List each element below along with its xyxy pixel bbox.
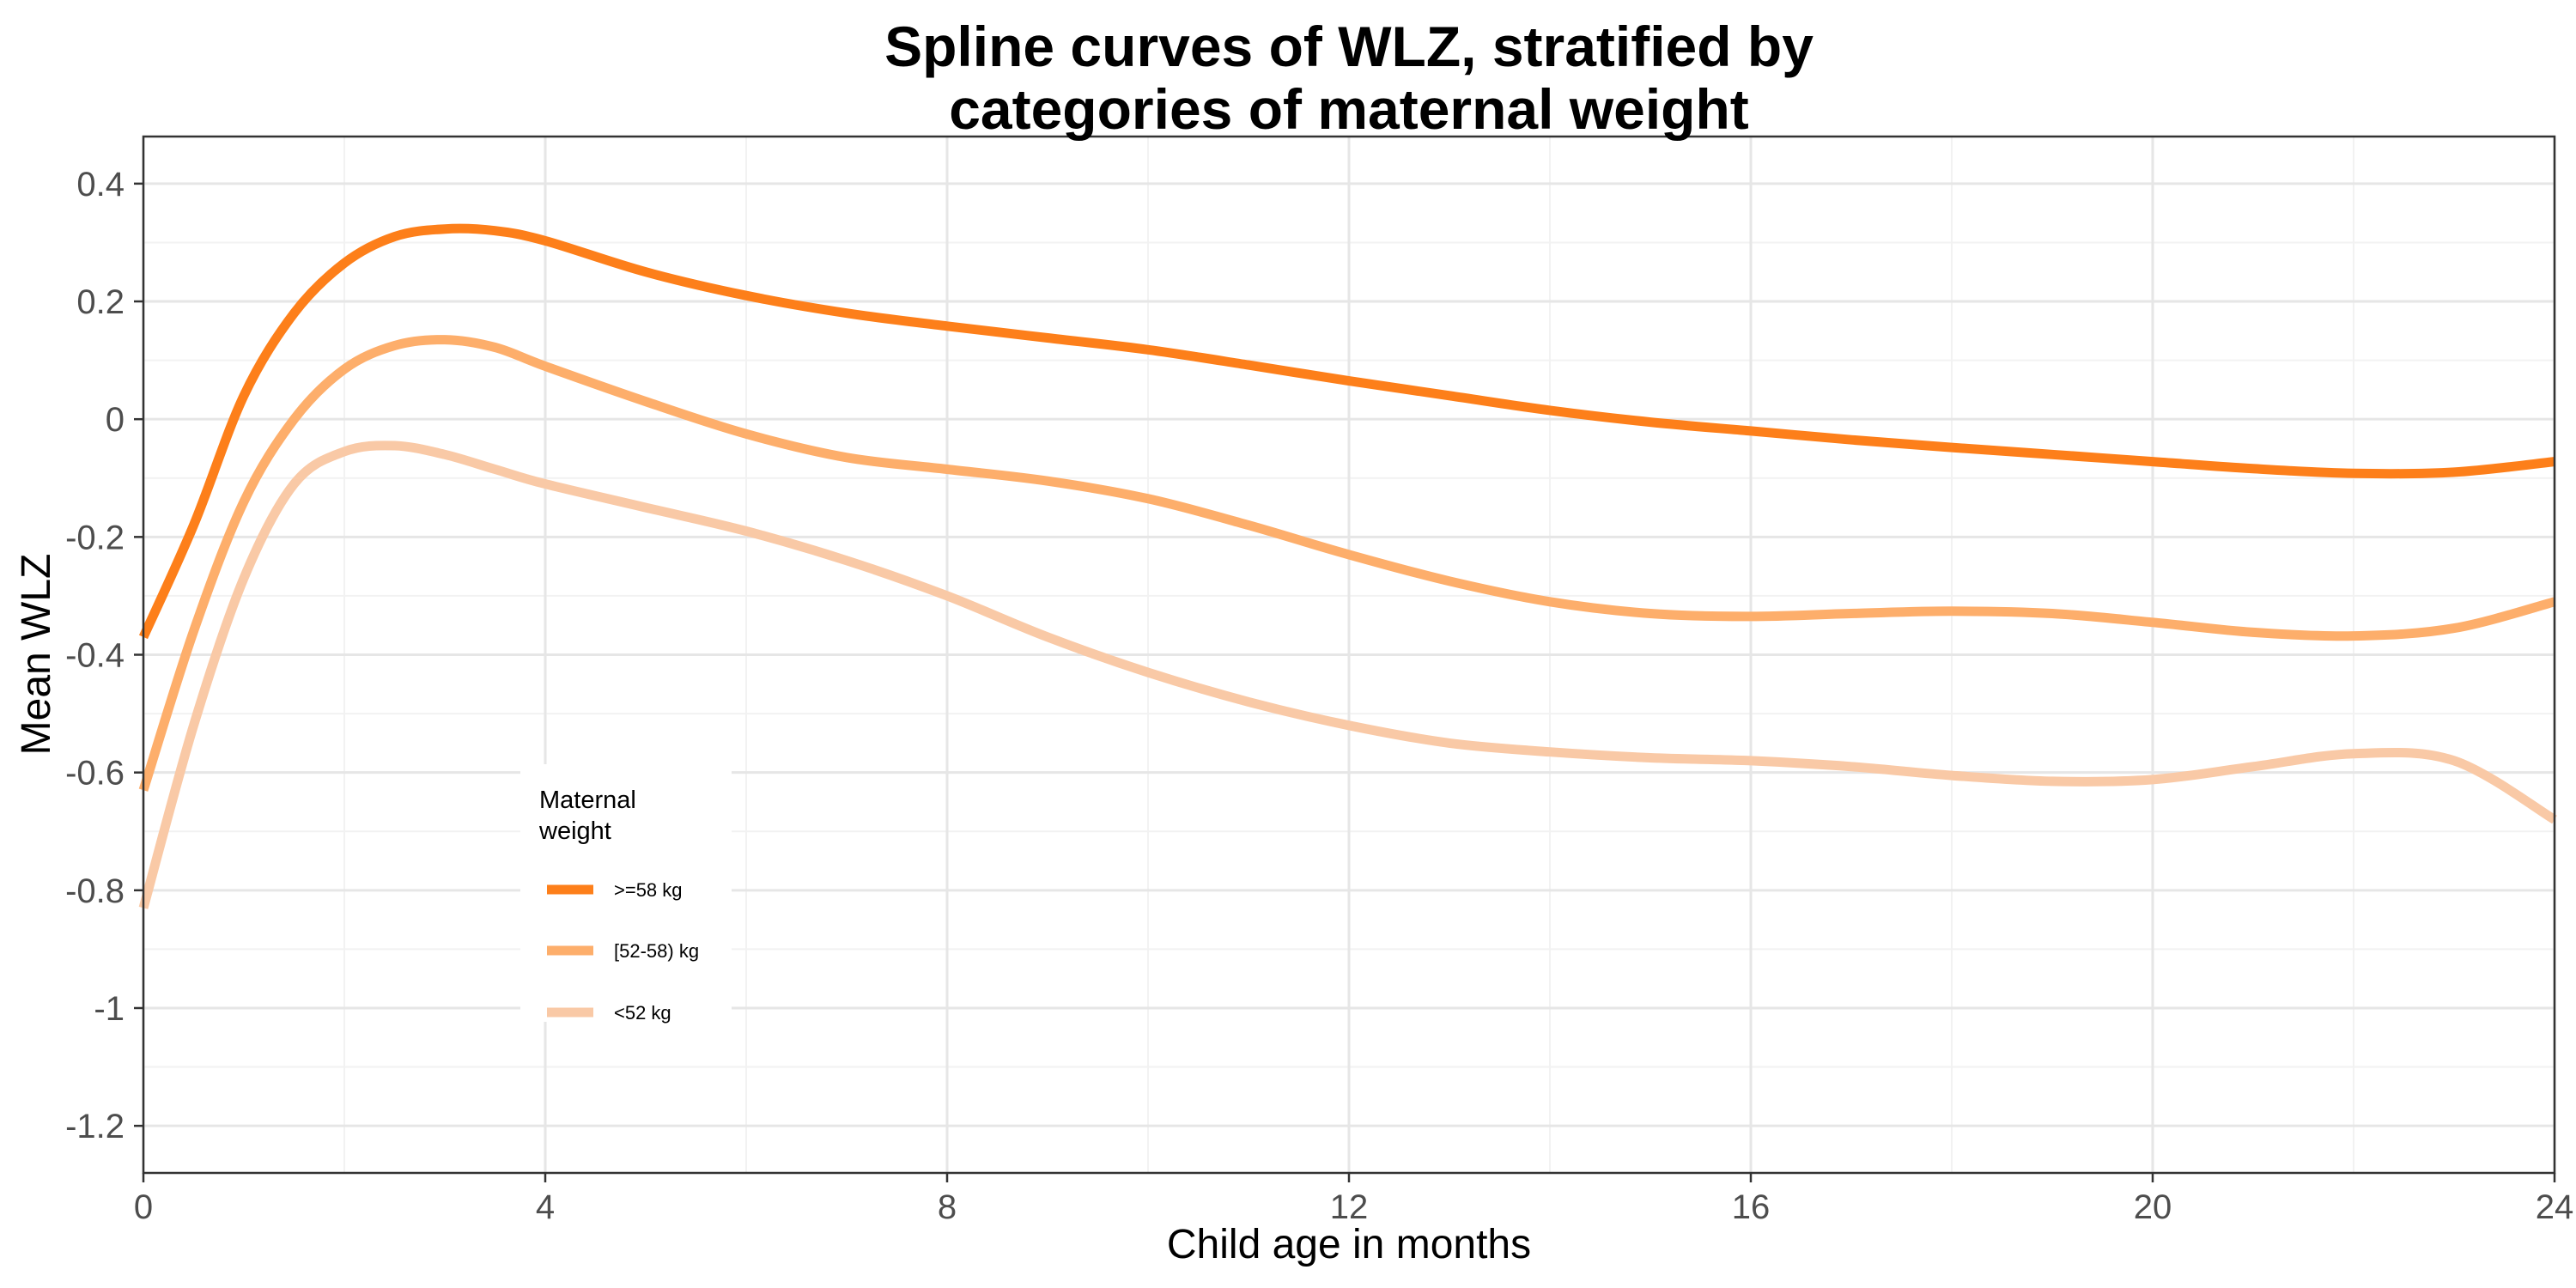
axis-ticks: 0 4 8 12 16 20 24 0.4 0.2 0 -0.2 -0.4 -0.6 -0.8 -1 -1.2 bbox=[65, 166, 2573, 1226]
legend-title-line-2: weight bbox=[538, 817, 611, 845]
x-tick-label: 12 bbox=[1330, 1188, 1369, 1226]
y-tick-label: -0.8 bbox=[65, 872, 125, 910]
x-axis-title: Child age in months bbox=[1167, 1222, 1531, 1267]
y-tick-label: 0.4 bbox=[76, 166, 125, 204]
x-tick-label: 16 bbox=[1732, 1188, 1771, 1226]
legend-keys: >=58 kg [52-58) kg <52 kg bbox=[547, 879, 699, 1024]
y-tick-label: -1.2 bbox=[65, 1108, 125, 1145]
x-tick-label: 8 bbox=[938, 1188, 957, 1226]
legend-key-label: <52 kg bbox=[614, 1002, 671, 1024]
chart-title-line-1: Spline curves of WLZ, stratified by bbox=[884, 15, 1814, 78]
legend: Maternal weight >=58 kg [52-58) kg <52 kg bbox=[520, 764, 732, 1024]
y-tick-label: -1 bbox=[94, 990, 125, 1028]
x-tick-label: 0 bbox=[134, 1188, 153, 1226]
series-line-1 bbox=[138, 335, 2556, 792]
y-axis-title: Mean WLZ bbox=[14, 554, 59, 756]
series-lines bbox=[138, 223, 2557, 909]
x-tick-label: 20 bbox=[2134, 1188, 2172, 1226]
y-tick-label: 0 bbox=[106, 401, 125, 439]
legend-key-label: >=58 kg bbox=[614, 879, 683, 901]
x-tick-label: 4 bbox=[536, 1188, 555, 1226]
y-tick-label: 0.2 bbox=[76, 283, 125, 321]
y-tick-label: -0.6 bbox=[65, 755, 125, 793]
y-tick-label: -0.4 bbox=[65, 637, 125, 675]
grid-lines bbox=[142, 137, 2556, 1173]
legend-key-label: [52-58) kg bbox=[614, 940, 699, 962]
series-line-0 bbox=[138, 223, 2555, 640]
chart-title-line-2: categories of maternal weight bbox=[949, 77, 1749, 141]
series-line-2 bbox=[138, 440, 2557, 909]
legend-title-line-1: Maternal bbox=[539, 787, 636, 814]
x-tick-label: 24 bbox=[2536, 1188, 2574, 1226]
y-tick-label: -0.2 bbox=[65, 519, 125, 556]
